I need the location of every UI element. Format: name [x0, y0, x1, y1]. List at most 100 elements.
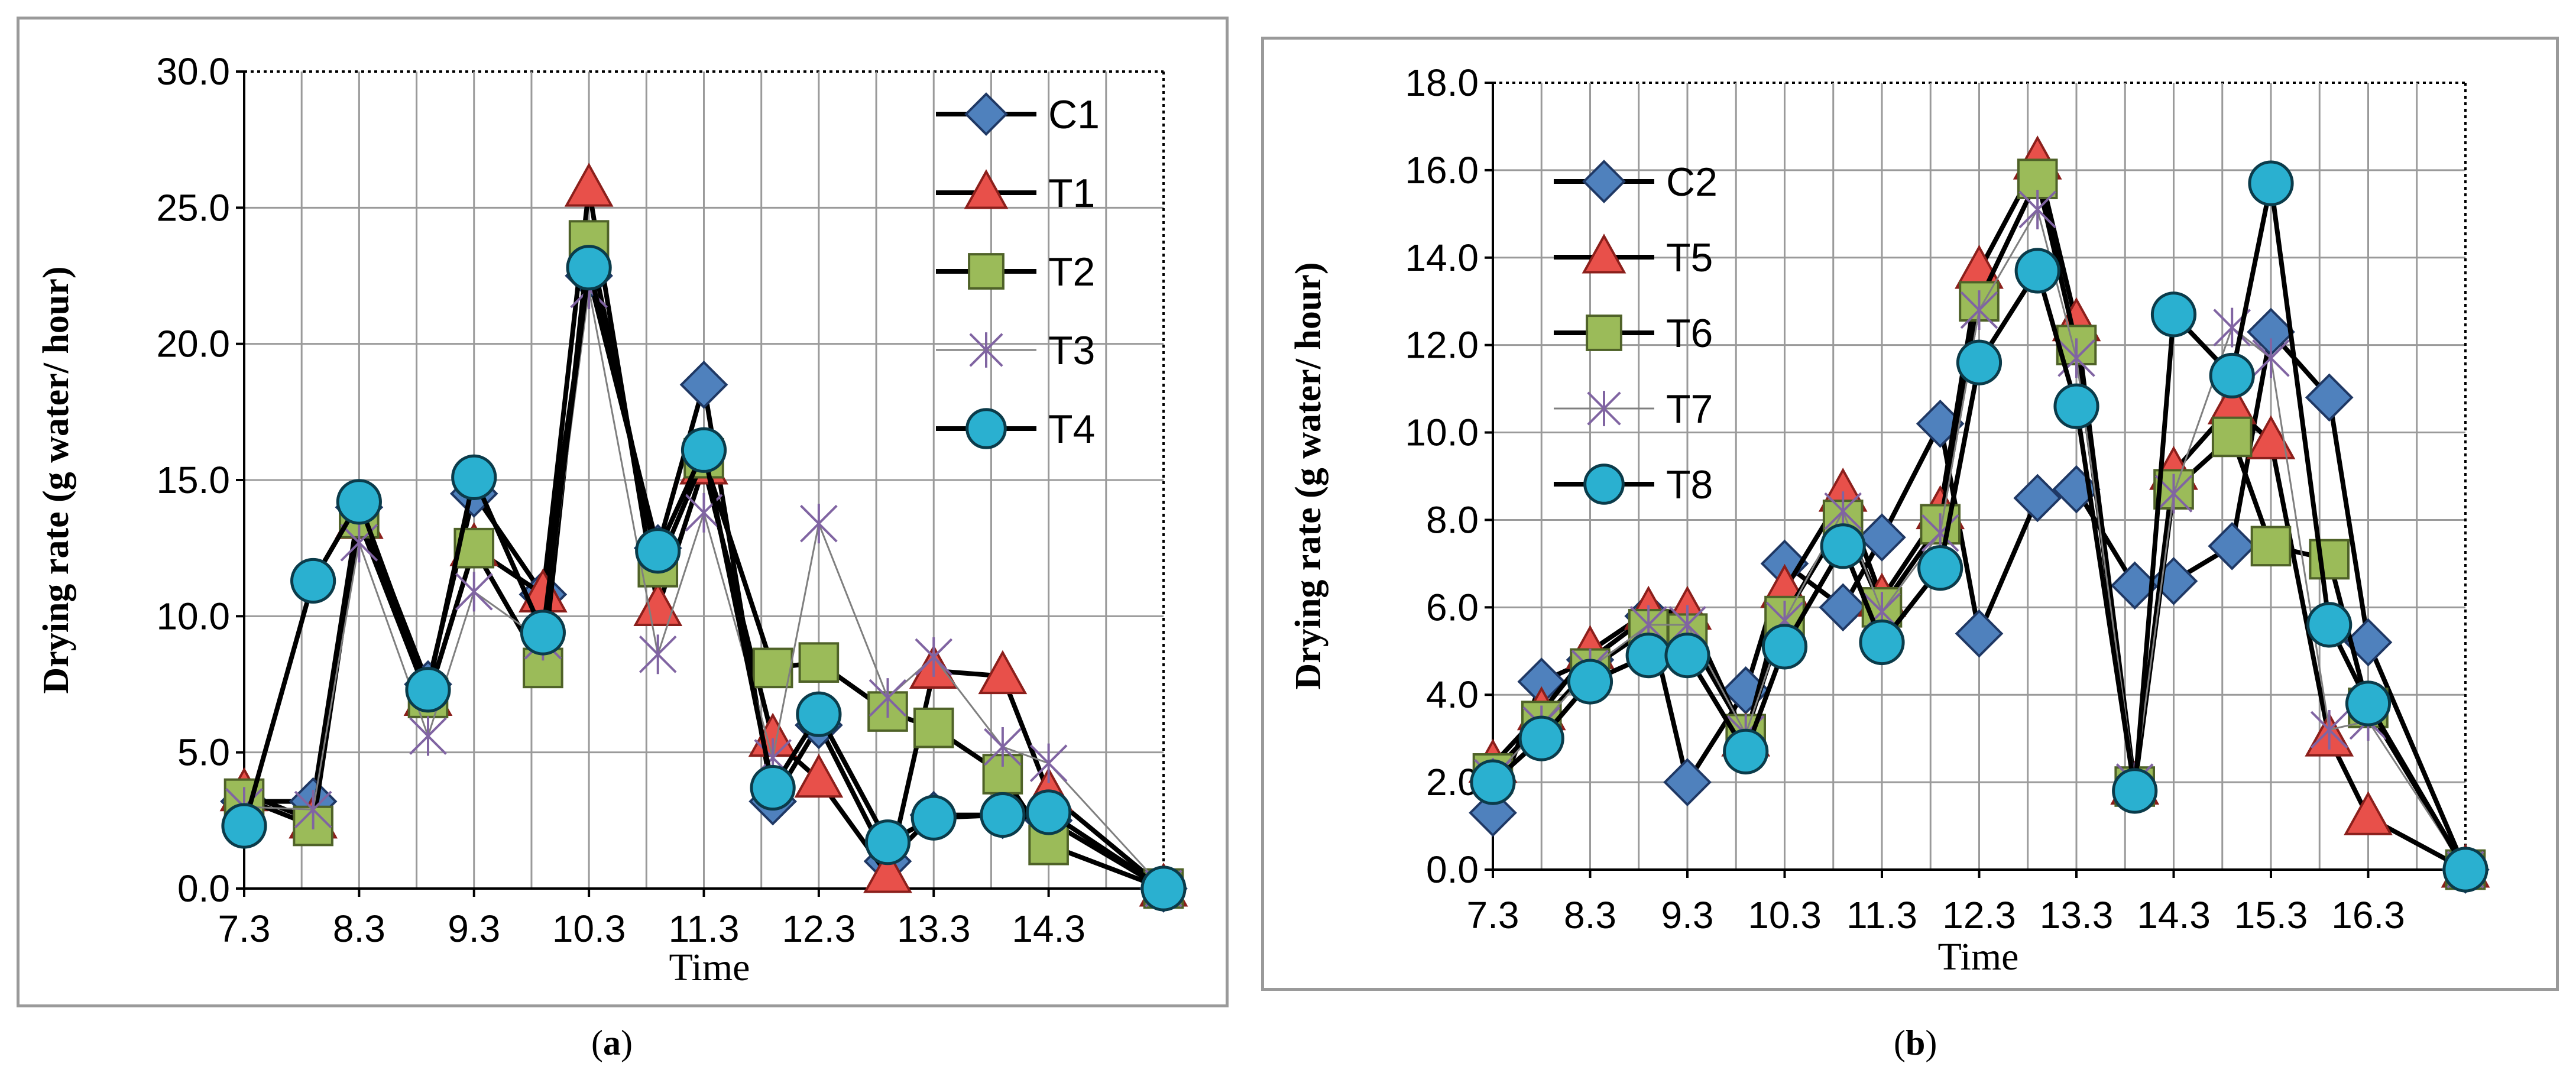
- b-point-T8: [1518, 715, 1564, 761]
- a-x-tick-label: 10.3: [552, 907, 626, 950]
- b-legend-label-T6: T6: [1666, 311, 1713, 356]
- a-legend-marker-C1: [964, 92, 1008, 136]
- b-point-T5: [2246, 415, 2296, 459]
- b-y-tick-label: 6.0: [1426, 586, 1479, 628]
- b-point-T8: [2209, 352, 2255, 399]
- a-legend-marker-T2: [968, 253, 1005, 290]
- a-series-T4: [221, 245, 1187, 912]
- a-point-T3: [294, 789, 332, 829]
- caption-b-letter: b: [1905, 1023, 1926, 1062]
- a-series-line-T3: [244, 288, 1165, 890]
- a-y-tick-label: 10.0: [156, 595, 230, 637]
- b-point-C2: [2110, 561, 2159, 610]
- b-point-T6: [2250, 526, 2292, 567]
- a-x-tick-label: 12.3: [782, 907, 856, 950]
- b-point-T8: [1567, 659, 1613, 705]
- b-x-tick-label: 9.3: [1661, 894, 1714, 936]
- a-point-T4: [750, 764, 796, 811]
- a-legend-label-C1: C1: [1048, 92, 1100, 137]
- b-point-C2: [2344, 618, 2393, 667]
- a-legend-marker-T3: [969, 332, 1003, 368]
- b-point-T8: [2306, 602, 2353, 648]
- b-legend-label-T7: T7: [1666, 387, 1713, 432]
- a-y-axis-label: Drying rate (g water/ hour): [36, 266, 76, 693]
- b-x-tick-label: 11.3: [1846, 894, 1917, 936]
- b-legend-label-T5: T5: [1666, 235, 1713, 280]
- b-point-C2: [2013, 474, 2062, 523]
- a-point-T4: [681, 427, 727, 473]
- b-point-T8: [1723, 728, 1769, 774]
- a-point-T3: [1029, 743, 1068, 783]
- b-y-tick-label: 0.0: [1426, 848, 1479, 891]
- a-point-C1: [679, 360, 728, 409]
- a-point-T4: [405, 667, 451, 713]
- a-point-T3: [800, 504, 838, 544]
- a-point-T2: [913, 707, 954, 748]
- b-point-T8: [2053, 383, 2099, 429]
- a-point-T4: [980, 792, 1026, 838]
- b-point-T8: [1761, 624, 1808, 670]
- b-point-T7: [2310, 709, 2348, 750]
- a-point-T1: [564, 163, 614, 207]
- a-y-tick-label: 25.0: [156, 186, 230, 229]
- b-point-T7: [1960, 290, 1998, 330]
- b-x-tick-label: 10.3: [1748, 894, 1822, 936]
- a-point-T4: [910, 795, 957, 841]
- a-point-T4: [796, 691, 842, 737]
- chart-panel-b: 0.0 2.0 4.0 6.0 8.0 10.0 12.0 14.0 16.0 18.0 7.3 8.…: [1261, 37, 2559, 991]
- a-point-T3: [984, 727, 1022, 767]
- a-point-T3: [915, 637, 953, 677]
- b-x-tick-label: 7.3: [1467, 894, 1519, 936]
- b-x-tick-label: 8.3: [1564, 894, 1616, 936]
- b-point-T5: [2344, 791, 2393, 835]
- a-y-tick-label: 0.0: [177, 867, 230, 910]
- b-x-tick-label: 14.3: [2137, 894, 2211, 936]
- a-point-T4: [566, 245, 612, 291]
- b-point-C2: [2208, 521, 2257, 570]
- a-y-tick-label: 20.0: [156, 323, 230, 365]
- a-y-tick-label: 5.0: [177, 731, 230, 774]
- b-y-tick-label: 4.0: [1426, 673, 1479, 716]
- a-x-tick-label: 8.3: [333, 907, 385, 950]
- a-x-tick-label: 11.3: [669, 907, 740, 950]
- a-y-tick-label: 15.0: [156, 459, 230, 501]
- b-point-C2: [2305, 373, 2354, 422]
- a-point-T2: [1028, 824, 1069, 865]
- b-y-tick-label: 12.0: [1405, 324, 1479, 367]
- a-legend-label-T3: T3: [1048, 328, 1095, 373]
- a-point-T4: [451, 454, 497, 500]
- a-point-T1: [794, 753, 844, 798]
- b-point-T8: [1917, 545, 1963, 591]
- b-legend-marker-T7: [1587, 391, 1621, 426]
- b-x-tick-label: 13.3: [2040, 894, 2114, 936]
- a-legend-marker-T4: [965, 408, 1007, 449]
- b-point-T8: [1956, 339, 2003, 385]
- a-x-axis-label: Time: [669, 946, 750, 989]
- b-point-T6: [2309, 539, 2350, 580]
- a-point-T4: [221, 803, 267, 849]
- a-point-T2: [752, 647, 793, 689]
- a-x-tick-label: 13.3: [897, 907, 971, 950]
- a-legend-marker-T1: [964, 169, 1009, 209]
- a-point-T3: [869, 678, 907, 718]
- a-point-T1: [633, 582, 683, 627]
- b-legend-marker-T5: [1582, 234, 1626, 274]
- b-point-T8: [2345, 680, 2392, 727]
- a-point-T4: [1140, 865, 1187, 912]
- a-point-T4: [336, 479, 382, 525]
- b-point-T8: [1859, 619, 1905, 666]
- a-legend-label-T1: T1: [1048, 171, 1095, 216]
- a-point-T4: [635, 528, 681, 574]
- b-point-T8: [2150, 291, 2197, 338]
- a-x-tick-label: 14.3: [1012, 907, 1086, 950]
- b-x-axis-label: Time: [1938, 935, 2019, 978]
- a-point-T1: [863, 848, 912, 893]
- b-x-tick-label: 16.3: [2331, 894, 2405, 936]
- b-point-T8: [2014, 248, 2060, 294]
- b-series-T8: [1470, 160, 2488, 893]
- b-x-tick-label: 15.3: [2234, 894, 2308, 936]
- b-point-T6: [2211, 416, 2253, 458]
- b-y-tick-label: 18.0: [1405, 61, 1479, 104]
- chart-panel-a: 0.0 5.0 10.0 15.0 20.0 25.0 30.0 7.3 8.3 9.3 10.3 1…: [17, 17, 1229, 1007]
- b-point-T7: [2018, 189, 2057, 229]
